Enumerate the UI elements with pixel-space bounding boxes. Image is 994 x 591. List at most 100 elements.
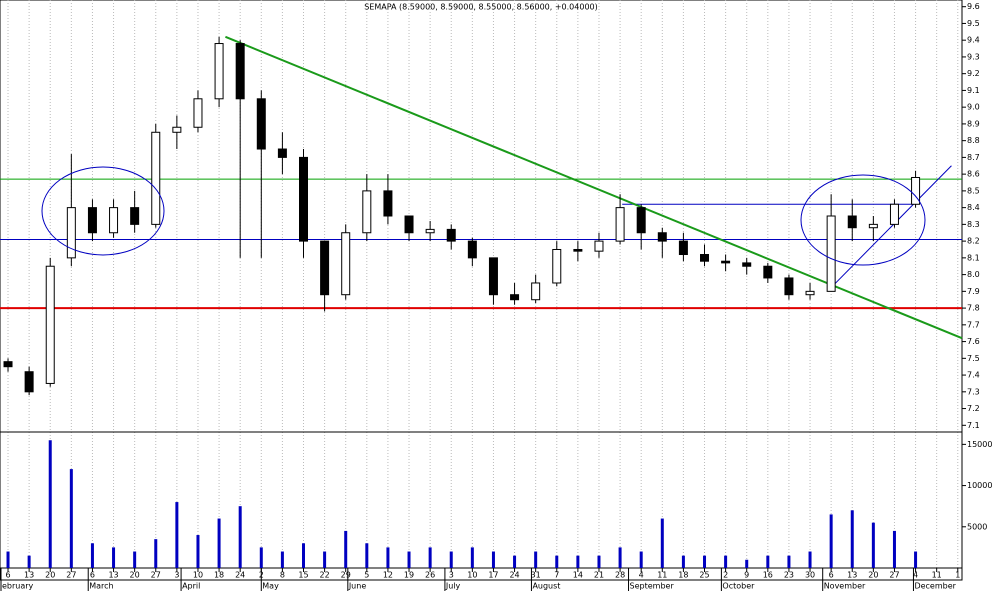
y-tick-label: 7.1 [967, 421, 980, 430]
y-tick-label: 8.6 [967, 170, 980, 179]
candle-body [868, 223, 878, 229]
volume-bar [555, 555, 559, 568]
volume-bar [428, 547, 432, 568]
volume-bar [639, 551, 643, 568]
month-label: June [348, 582, 367, 591]
y-tick-label: 8.4 [967, 203, 980, 212]
volume-bar [829, 514, 833, 568]
volume-bar [344, 530, 348, 568]
candle-body [45, 265, 55, 384]
volume-bar [808, 551, 812, 568]
x-tick-label: 13 [108, 571, 118, 580]
volume-bar [27, 555, 31, 568]
volume-bar [766, 555, 770, 568]
x-tick-label: 20 [45, 571, 55, 580]
y-tick-label: 5000 [967, 522, 987, 531]
x-tick-label: 28 [615, 571, 625, 580]
candle-body [214, 43, 224, 100]
x-tick-label: 18 [678, 571, 688, 580]
x-tick-label: 11 [932, 571, 942, 580]
trend-line [225, 35, 963, 340]
candle-body [615, 207, 625, 242]
x-tick-label: 13 [24, 571, 34, 580]
volume-bar [597, 555, 601, 568]
volume-bar [196, 535, 200, 568]
candle-body [446, 228, 456, 242]
month-label: October [722, 582, 755, 591]
volume-bar [175, 502, 179, 568]
x-tick-label: 6 [829, 571, 834, 580]
x-tick-label: 12 [383, 571, 393, 580]
x-tick-label: 27 [889, 571, 899, 580]
candle-body [889, 203, 899, 225]
x-tick-label: 1 [955, 571, 960, 580]
y-tick-label: 15000 [967, 440, 992, 449]
candle-body [277, 148, 287, 158]
x-tick-label: 17 [488, 571, 498, 580]
volume-bar [112, 547, 116, 568]
candle-body [721, 260, 731, 264]
y-tick-label: 8.3 [967, 220, 980, 229]
y-tick-label: 9.0 [967, 103, 980, 112]
x-tick-label: 29 [341, 571, 351, 580]
candle-body [172, 126, 182, 133]
candle-body [742, 262, 752, 267]
candle-body [531, 282, 541, 301]
x-tick-label: 10 [467, 571, 477, 580]
candle-body [805, 290, 815, 296]
y-tick-label: 9.4 [967, 36, 980, 45]
candle-body [299, 156, 309, 242]
month-label: March [89, 582, 113, 591]
candle-body [552, 248, 562, 284]
volume-bar [513, 555, 517, 568]
x-tick-label: 26 [425, 571, 435, 580]
volume-bar [259, 547, 263, 568]
candle-body [826, 215, 836, 292]
y-tick-label: 7.7 [967, 320, 980, 329]
candle-body [847, 215, 857, 229]
volume-bar [745, 559, 749, 568]
x-tick-label: 6 [90, 571, 95, 580]
volume-bar [238, 506, 242, 568]
x-tick-label: 2 [723, 571, 728, 580]
volume-bar [914, 551, 918, 568]
y-tick-label: 9.6 [967, 2, 980, 11]
volume-bar [280, 551, 284, 568]
highlight-ellipse [800, 174, 926, 266]
volume-bar [449, 551, 453, 568]
candle-body [130, 207, 140, 225]
candle-body [193, 98, 203, 128]
month-label: September [630, 582, 675, 591]
candle-body [488, 257, 498, 296]
candle-body [404, 215, 414, 234]
candle-body [636, 207, 646, 234]
y-tick-label: 8.0 [967, 270, 980, 279]
x-tick-label: 18 [214, 571, 224, 580]
y-tick-label: 8.7 [967, 153, 980, 162]
plot-frame [0, 0, 963, 581]
volume-bar [660, 518, 664, 568]
y-tick-label: 9.1 [967, 86, 980, 95]
candle-body [467, 240, 477, 259]
x-tick-label: 20 [868, 571, 878, 580]
y-tick-label: 9.5 [967, 19, 980, 28]
candle-body [425, 228, 435, 234]
candle-body [151, 131, 161, 225]
month-label: December [914, 582, 956, 591]
candle-body [362, 190, 372, 234]
y-tick-label: 9.2 [967, 69, 980, 78]
candle-body [66, 207, 76, 259]
y-tick-label: 7.4 [967, 371, 980, 380]
month-label: August [532, 582, 560, 591]
volume-bar [407, 551, 411, 568]
x-tick-label: 31 [531, 571, 541, 580]
volume-bar [724, 555, 728, 568]
volume-bar [90, 543, 94, 568]
x-tick-label: 10 [193, 571, 203, 580]
volume-bar [850, 510, 854, 568]
volume-bar [69, 469, 73, 568]
highlight-ellipse [41, 166, 165, 256]
y-tick-label: 8.5 [967, 186, 980, 195]
month-label: ebruary [2, 582, 34, 591]
